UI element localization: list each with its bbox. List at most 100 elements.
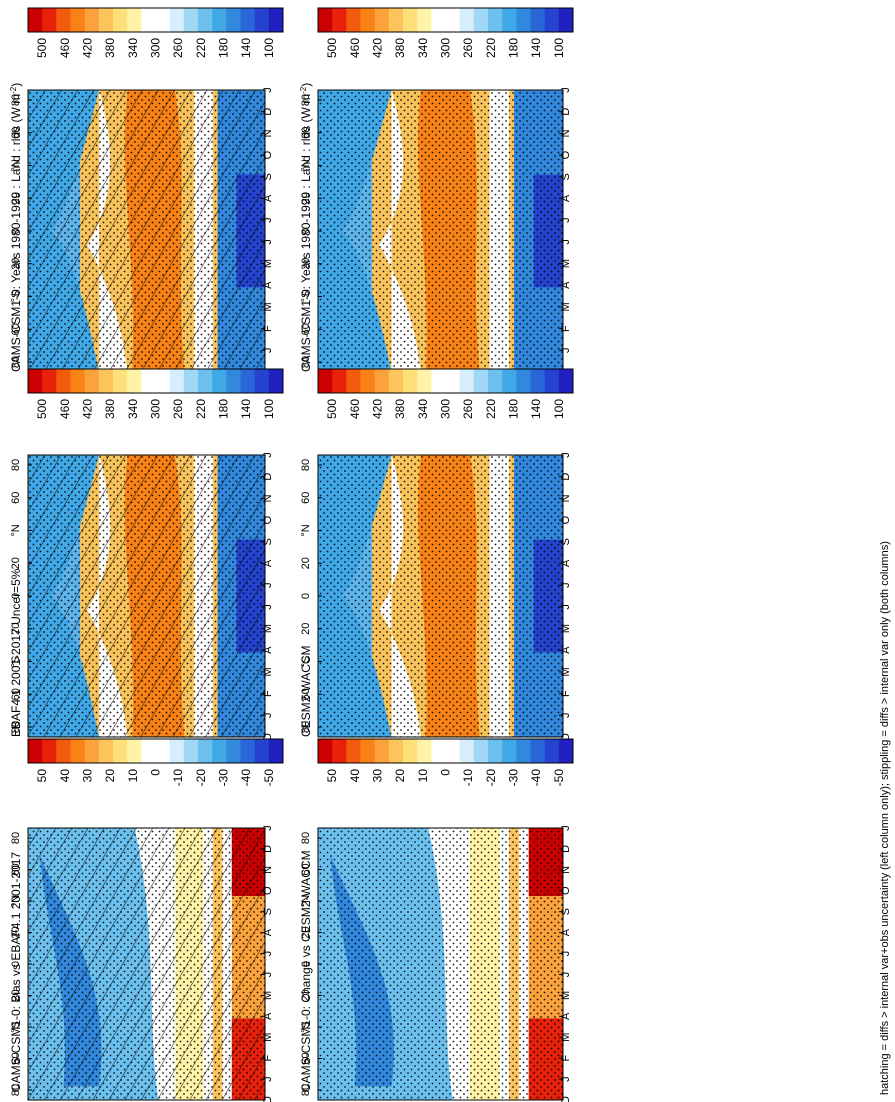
colorbar-tick-label: 30 xyxy=(371,769,385,783)
month-tick-label: A xyxy=(262,646,274,654)
lat-tick-label: 80 xyxy=(10,356,22,368)
colorbar-tick-label: 500 xyxy=(325,399,339,419)
month-tick-label: N xyxy=(560,866,572,874)
month-tick-label: F xyxy=(262,690,274,697)
month-tick-label: J xyxy=(560,217,572,223)
lat-tick-label: 20 xyxy=(10,926,22,938)
month-tick-label: N xyxy=(262,494,274,502)
colorbar-swatch xyxy=(332,369,347,393)
colorbar-swatch xyxy=(28,369,43,393)
colorbar-swatch xyxy=(169,369,185,393)
colorbar-swatch xyxy=(212,8,227,32)
colorbar-swatch xyxy=(113,739,128,763)
colorbar-tick-label: 0 xyxy=(149,769,163,776)
month-tick-label: J xyxy=(560,604,572,610)
colorbar-swatch xyxy=(417,8,432,32)
colorbar-tick-label: 340 xyxy=(126,38,140,58)
colorbar-swatch xyxy=(558,8,574,32)
colorbar-tick-label: 300 xyxy=(439,38,453,58)
colorbar-tick-label: 40 xyxy=(58,769,72,783)
colorbar-tick-label: -10 xyxy=(461,769,475,787)
colorbar-swatch xyxy=(388,369,404,393)
colorbar-swatch xyxy=(516,369,531,393)
month-tick-label: S xyxy=(560,908,572,915)
colorbar-4: 500 460 420 380 340 300 260 220 180 140 100 xyxy=(317,368,574,419)
colorbar-swatch xyxy=(445,8,461,32)
colorbar-swatch xyxy=(254,8,270,32)
colorbar-swatch xyxy=(332,739,347,763)
heatmap-panel-3: 80 60 °N 20 0 20 °S 60 80 D J F M A M J J A S O N D J xyxy=(10,452,274,741)
lat-tick-label: 60 xyxy=(10,323,22,335)
month-tick-label: J xyxy=(560,825,572,831)
colorbar-swatch xyxy=(70,369,86,393)
colorbar-tick-label: 20 xyxy=(393,769,407,783)
colorbar-swatch xyxy=(530,8,546,32)
colorbar-swatch xyxy=(502,369,517,393)
colorbar-swatch xyxy=(70,8,86,32)
month-tick-label: S xyxy=(262,173,274,180)
lat-tick-label: 20 xyxy=(300,989,312,1001)
colorbar-swatch xyxy=(360,8,376,32)
colorbar-tick-label: 420 xyxy=(81,38,95,58)
month-tick-label: N xyxy=(560,129,572,137)
colorbar-swatch xyxy=(318,369,333,393)
colorbar-tick-label: 500 xyxy=(35,399,49,419)
month-tick-label: M xyxy=(560,1033,572,1042)
colorbar-swatch xyxy=(473,739,489,763)
colorbar-swatch xyxy=(127,739,142,763)
lat-tick-label: 60 xyxy=(300,492,312,504)
colorbar-swatch xyxy=(459,8,475,32)
month-tick-label: N xyxy=(560,494,572,502)
colorbar-swatch xyxy=(516,8,531,32)
lat-tick-label: 20 xyxy=(10,989,22,1001)
colorbar-swatch xyxy=(488,739,503,763)
colorbar-tick-label: 340 xyxy=(416,399,430,419)
month-tick-label: D xyxy=(262,108,274,116)
lat-tick-label: °N xyxy=(300,159,312,171)
colorbar-tick-label: 380 xyxy=(393,399,407,419)
colorbar-tick-label: -20 xyxy=(194,769,208,787)
colorbar-swatch xyxy=(98,8,114,32)
month-tick-label: J xyxy=(560,951,572,957)
colorbar-tick-label: 30 xyxy=(81,769,95,783)
colorbar-5: 50 40 30 20 10 0 -10 -20 -30 -40 -50 xyxy=(27,738,284,787)
colorbar-tick-label: 10 xyxy=(126,769,140,783)
colorbar-tick-label: 420 xyxy=(371,399,385,419)
month-tick-label: F xyxy=(262,325,274,332)
colorbar-tick-label: 100 xyxy=(552,399,566,419)
colorbar-swatch xyxy=(403,8,418,32)
colorbar-swatch xyxy=(417,739,432,763)
lat-tick-label: 80 xyxy=(10,721,22,733)
lat-tick-label: °S xyxy=(10,1021,22,1033)
month-tick-label: M xyxy=(560,667,572,676)
lat-tick-label: °N xyxy=(10,524,22,536)
lat-tick-label: 80 xyxy=(10,459,22,471)
colorbar-tick-label: 180 xyxy=(507,399,521,419)
colorbar-tick-label: 340 xyxy=(126,399,140,419)
colorbar-swatch xyxy=(332,8,347,32)
colorbar-swatch xyxy=(56,8,71,32)
lat-tick-label: 20 xyxy=(10,557,22,569)
colorbar-swatch xyxy=(318,8,333,32)
colorbar-swatch xyxy=(254,369,270,393)
month-tick-label: J xyxy=(560,348,572,354)
colorbar-tick-label: 220 xyxy=(484,399,498,419)
colorbar-swatch xyxy=(155,8,171,32)
lat-tick-label: 20 xyxy=(10,258,22,270)
colorbar-swatch xyxy=(240,369,256,393)
colorbar-swatch xyxy=(431,8,446,32)
heatmap-panel-4: 80 60 °N 20 0 20 °S 60 80 D J F M A M J J A S O N D J xyxy=(300,452,572,741)
lat-tick-label: 60 xyxy=(300,1052,312,1064)
colorbar-tick-label: 260 xyxy=(461,38,475,58)
colorbar-tick-label: 140 xyxy=(529,38,543,58)
colorbar-3: 500 460 420 380 340 300 260 220 180 140 100 xyxy=(27,368,284,419)
colorbar-swatch xyxy=(141,8,156,32)
colorbar-swatch xyxy=(28,8,43,32)
colorbar-swatch xyxy=(502,739,517,763)
panel-title: CAMS-CSM1-0: Bias vs EBAF4.1 2001-2017 xyxy=(9,852,23,1092)
month-tick-label: M xyxy=(262,624,274,633)
colorbar-tick-label: 380 xyxy=(103,38,117,58)
colorbar-swatch xyxy=(240,8,256,32)
lat-tick-label: °S xyxy=(300,656,312,668)
